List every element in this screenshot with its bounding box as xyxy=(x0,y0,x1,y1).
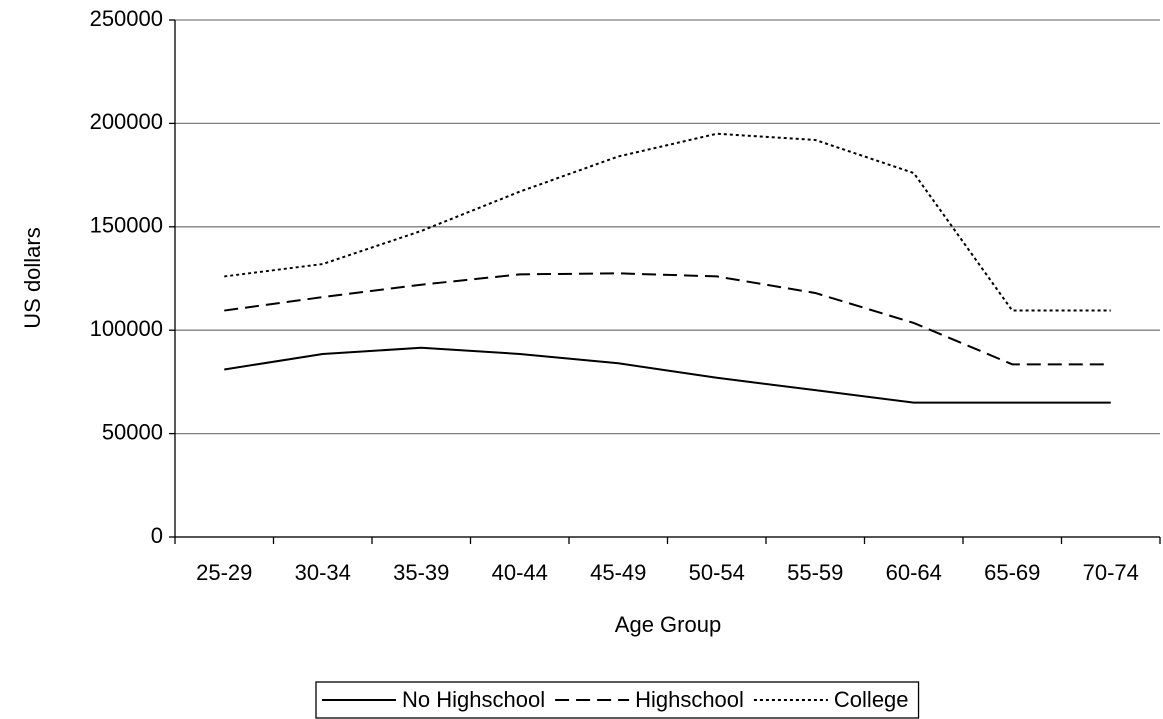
x-tick-label: 70-74 xyxy=(1083,560,1139,585)
x-axis-title: Age Group xyxy=(615,612,721,637)
series-line xyxy=(224,346,1111,404)
x-tick-label: 50-54 xyxy=(689,560,745,585)
y-tick-label: 150000 xyxy=(90,213,163,238)
x-tick-label: 30-34 xyxy=(295,560,351,585)
x-tick-label: 60-64 xyxy=(886,560,942,585)
legend: No Highschool Highschool College xyxy=(315,681,920,719)
y-axis-title: US dollars xyxy=(20,227,45,328)
series-line xyxy=(224,272,1111,366)
x-tick-label: 55-59 xyxy=(787,560,843,585)
x-tick-label: 40-44 xyxy=(492,560,548,585)
legend-label: College xyxy=(834,687,909,712)
series-line xyxy=(224,132,1111,312)
x-tick-label: 65-69 xyxy=(984,560,1040,585)
x-tick-label: 25-29 xyxy=(196,560,252,585)
legend-label: No Highschool xyxy=(402,687,545,712)
y-tick-label: 100000 xyxy=(90,316,163,341)
x-tick-label: 35-39 xyxy=(393,560,449,585)
x-tick-label: 45-49 xyxy=(590,560,646,585)
y-tick-label: 250000 xyxy=(90,6,163,31)
legend-box xyxy=(315,681,920,719)
y-tick-label: 50000 xyxy=(102,419,163,444)
y-tick-label: 0 xyxy=(151,523,163,548)
legend-label: Highschool xyxy=(635,687,744,712)
y-tick-label: 200000 xyxy=(90,109,163,134)
